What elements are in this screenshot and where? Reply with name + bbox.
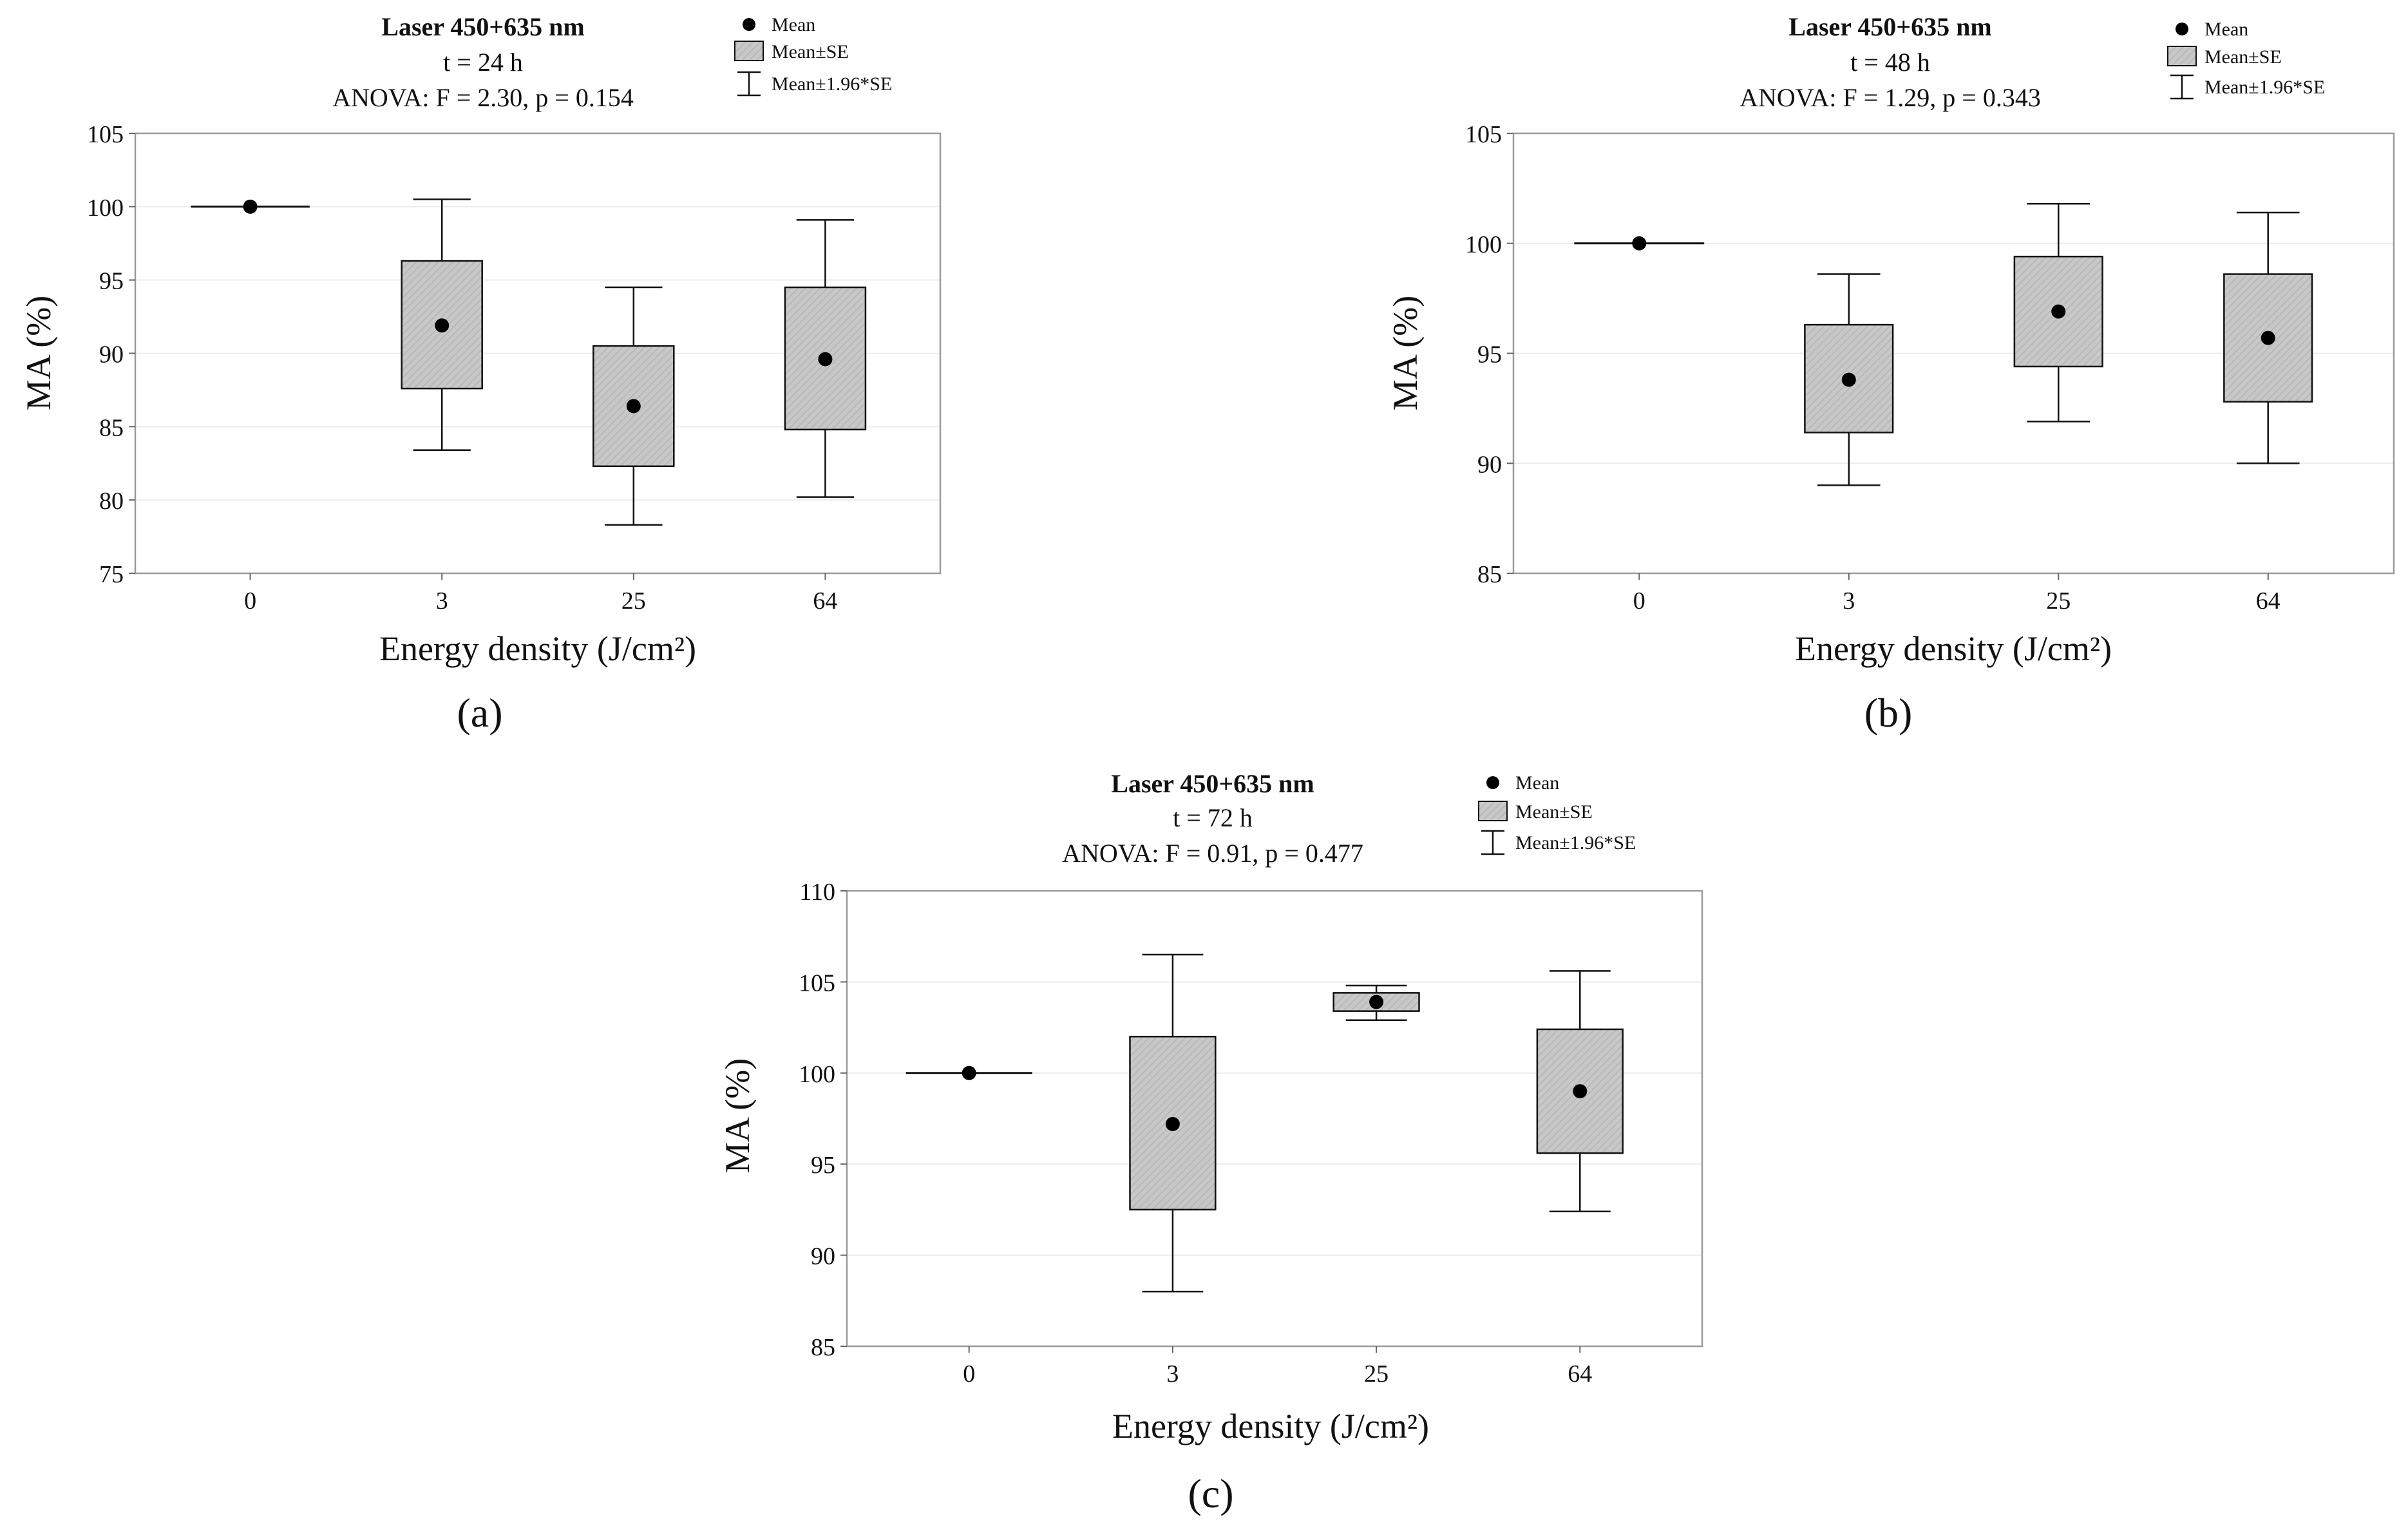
y-tick-label: 100 [1465,231,1502,258]
chart-subtitle: t = 24 h [443,48,523,77]
mean-point [243,199,258,214]
chart-title: Laser 450+635 nm [1111,769,1314,798]
y-tick-label: 85 [811,1334,835,1361]
y-tick-label: 100 [799,1061,835,1088]
category-25 [2013,203,2103,423]
legend-mean-marker [1486,776,1499,789]
y-axis-label: MA (%) [19,296,58,410]
legend-se-swatch [1478,801,1508,821]
legend-mean-label: Mean [772,14,815,35]
category-3 [401,198,483,452]
category-64 [2223,211,2313,464]
mean-point [1573,1084,1588,1099]
mean-point [962,1065,976,1080]
legend-ci-label: Mean±1.96*SE [2204,77,2325,98]
chart-title: Laser 450+635 nm [381,12,584,41]
plot-frame [846,890,1703,1348]
legend-se-label: Mean±SE [1515,801,1593,823]
x-tick-label: 0 [244,587,256,615]
x-axis-label: Energy density (J/cm²) [379,629,696,668]
category-3 [1804,273,1894,486]
y-tick-label: 75 [99,561,124,588]
panel-label: (c) [1188,1471,1233,1516]
anova-annotation: ANOVA: F = 2.30, p = 0.154 [332,83,634,112]
legend-ci-label: Mean±1.96*SE [1515,832,1636,853]
legend-se-swatch [2167,46,2197,66]
category-25 [1332,984,1420,1022]
legend-se-label: Mean±SE [2204,46,2282,68]
y-tick-label: 85 [99,414,124,441]
y-axis-label: MA (%) [718,1058,757,1173]
y-tick-label: 80 [99,488,124,515]
y-tick-label: 105 [799,969,835,996]
y-tick-label: 95 [99,268,124,295]
y-axis-label: MA (%) [1386,296,1425,410]
mean-point [2051,304,2066,319]
x-axis-label: Energy density (J/cm²) [1795,629,2112,668]
y-tick-label: 90 [99,341,124,368]
legend-se-label: Mean±SE [772,41,849,62]
y-tick-label: 90 [1477,451,1502,478]
mean-point [1369,995,1384,1009]
legend-mean-label: Mean [1515,772,1559,794]
category-3 [1129,953,1217,1293]
x-tick-label: 3 [436,587,448,615]
chart-subtitle: t = 48 h [1850,48,1930,77]
legend: Mean Mean±SE Mean±1.96*SE [1478,772,1636,855]
legend-ci-label: Mean±1.96*SE [772,73,892,95]
y-tick-label: 110 [799,879,835,906]
x-tick-label: 25 [621,587,646,615]
x-tick-label: 3 [1166,1360,1179,1387]
anova-annotation: ANOVA: F = 0.91, p = 0.477 [1062,839,1363,868]
x-tick-label: 0 [1633,587,1645,615]
category-0 [1574,236,1705,251]
y-tick-label: 105 [87,121,124,148]
y-tick-label: 90 [811,1243,835,1270]
category-0 [191,199,310,214]
y-tick-label: 85 [1477,561,1502,588]
category-25 [593,286,675,526]
legend: Mean Mean±SE Mean±1.96*SE [2167,19,2325,100]
category-64 [1536,970,1624,1212]
x-axis-label: Energy density (J/cm²) [1112,1407,1429,1445]
mean-point [1165,1116,1180,1131]
mean-point [435,318,450,333]
x-tick-label: 25 [2046,587,2071,615]
y-tick-label: 105 [1465,121,1502,148]
chart-panel-a: 75 80 85 90 95 100 105 0 3 25 64 Laser 450+635 nm t … [19,12,942,736]
chart-subtitle: t = 72 h [1173,803,1253,832]
category-0 [905,1065,1032,1080]
legend-mean-marker [743,18,755,31]
panel-label: (a) [457,690,502,736]
mean-point [818,352,833,367]
legend-mean-marker [2176,23,2188,35]
x-tick-label: 64 [1568,1360,1592,1387]
mean-point [626,399,641,414]
x-tick-label: 3 [1843,587,1855,615]
y-tick-label: 95 [1477,341,1502,368]
x-tick-label: 64 [2256,587,2280,615]
legend: Mean Mean±SE Mean±1.96*SE [734,14,892,97]
chart-panel-c: 85 90 95 100 105 110 0 3 25 64 Laser 450+635 nm t =… [718,769,1703,1516]
legend-se-swatch [734,41,764,61]
category-64 [784,219,867,498]
x-tick-label: 64 [813,587,837,615]
anova-annotation: ANOVA: F = 1.29, p = 0.343 [1740,83,2041,112]
y-tick-label: 95 [811,1152,835,1179]
mean-point [1632,236,1647,251]
mean-point [2261,330,2275,345]
chart-panel-b: 85 90 95 100 105 0 3 25 64 Laser 450+635 nm t = 48… [1386,12,2395,736]
panel-label: (b) [1864,690,1913,736]
y-tick-label: 100 [87,195,124,222]
x-tick-label: 0 [963,1360,975,1387]
x-tick-label: 25 [1364,1360,1389,1387]
chart-title: Laser 450+635 nm [1788,12,1991,41]
mean-point [1841,372,1856,387]
legend-mean-label: Mean [2204,19,2248,40]
